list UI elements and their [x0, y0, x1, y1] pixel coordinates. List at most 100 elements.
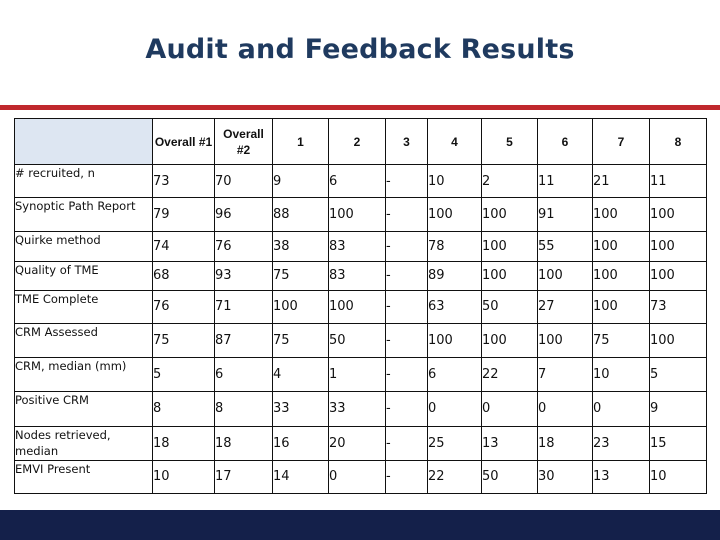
table-cell: 83 — [328, 260, 386, 291]
table-cell: 27 — [537, 289, 593, 324]
table-cell: 91 — [537, 197, 593, 233]
table-cell: 23 — [592, 425, 650, 461]
table-cell: 87 — [214, 322, 273, 359]
table-cell: 20 — [328, 425, 386, 461]
header-cell: Overall #2 — [214, 118, 273, 165]
table-cell: 100 — [537, 260, 593, 291]
row-label: Quality of TME — [14, 260, 153, 291]
table-row: Quality of TME 68 93 75 83-89 100 100 100 100 — [14, 260, 707, 291]
table-cell: - — [385, 425, 428, 461]
table-cell: 25 — [427, 425, 482, 461]
row-label: CRM Assessed — [14, 322, 153, 359]
footer-bar — [0, 510, 720, 540]
table-cell: 5 — [649, 357, 707, 393]
table-cell: - — [385, 197, 428, 233]
table-cell: 13 — [592, 459, 650, 495]
table-cell: 76 — [214, 231, 273, 262]
table-cell: 76 — [152, 289, 215, 324]
table-row: Nodes retrieved, median 18 18 16 20-25 13 18 23… — [14, 425, 707, 461]
table-cell: 74 — [152, 231, 215, 262]
table-row: TME Complete 76 71 100 100-63 50 27 100 73 — [14, 289, 707, 324]
table-cell: 83 — [328, 231, 386, 262]
header-cell: 6 — [537, 118, 593, 165]
table-cell: 10 — [152, 459, 215, 495]
table-cell: 15 — [649, 425, 707, 461]
table-cell: 1 — [328, 357, 386, 393]
table-cell: 10 — [649, 459, 707, 495]
table-cell: 63 — [427, 289, 482, 324]
table-cell: 5 — [152, 357, 215, 393]
table-cell: 96 — [214, 197, 273, 233]
table-cell: 75 — [272, 260, 329, 291]
table-cell: 14 — [272, 459, 329, 495]
table-cell: 0 — [537, 391, 593, 427]
table-cell: 0 — [481, 391, 538, 427]
table-cell: 50 — [481, 289, 538, 324]
title-divider — [0, 105, 720, 110]
header-cell: 5 — [481, 118, 538, 165]
table-cell: 79 — [152, 197, 215, 233]
table-cell: 16 — [272, 425, 329, 461]
table-cell: 18 — [152, 425, 215, 461]
row-label: Quirke method — [14, 231, 153, 262]
table-cell: 10 — [427, 163, 482, 199]
table-cell: 100 — [427, 197, 482, 233]
header-cell: 7 — [592, 118, 650, 165]
table-cell: - — [385, 322, 428, 359]
table-cell: 100 — [649, 322, 707, 359]
table-cell: 100 — [481, 260, 538, 291]
table-cell: 0 — [592, 391, 650, 427]
table-cell: 100 — [592, 231, 650, 262]
table-cell: 7 — [537, 357, 593, 393]
table-cell: 30 — [537, 459, 593, 495]
table-cell: 6 — [328, 163, 386, 199]
table-cell: 11 — [537, 163, 593, 199]
table-cell: 78 — [427, 231, 482, 262]
table-cell: 73 — [152, 163, 215, 199]
table-cell: 71 — [214, 289, 273, 324]
table-cell: 68 — [152, 260, 215, 291]
table-cell: 88 — [272, 197, 329, 233]
row-label: TME Complete — [14, 289, 153, 324]
header-cell: Overall #1 — [152, 118, 215, 165]
table-cell: 33 — [328, 391, 386, 427]
slide-title: Audit and Feedback Results — [145, 34, 575, 65]
table-cell: - — [385, 459, 428, 495]
table-cell: 100 — [592, 197, 650, 233]
table-cell: - — [385, 391, 428, 427]
table-cell: - — [385, 231, 428, 262]
table-cell: 2 — [481, 163, 538, 199]
table-cell: 100 — [427, 322, 482, 359]
table-cell: 100 — [592, 289, 650, 324]
table-cell: - — [385, 289, 428, 324]
table-cell: 50 — [328, 322, 386, 359]
table-cell: 17 — [214, 459, 273, 495]
table-row: Quirke method 74 76 38 83-78 100 55 100 100 — [14, 231, 707, 262]
table-cell: 100 — [649, 260, 707, 291]
table-cell: 6 — [427, 357, 482, 393]
table-cell: 50 — [481, 459, 538, 495]
table-cell: - — [385, 260, 428, 291]
row-label: CRM, median (mm) — [14, 357, 153, 393]
table-cell: 100 — [592, 260, 650, 291]
table-cell: 8 — [152, 391, 215, 427]
table-cell: 11 — [649, 163, 707, 199]
table-body: # recruited, n 73 70 9 6-10 2 11 21 11 Synoptic P… — [14, 163, 707, 495]
table-cell: 75 — [592, 322, 650, 359]
table-cell: 100 — [481, 322, 538, 359]
table-cell: 10 — [592, 357, 650, 393]
table-cell: 38 — [272, 231, 329, 262]
header-cell: 4 — [427, 118, 482, 165]
table-row: Synoptic Path Report 79 96 88 100-100 100 91 10… — [14, 197, 707, 233]
table-row: Positive CRM 8 8 33 33-0 0 0 0 9 — [14, 391, 707, 427]
table-cell: 6 — [214, 357, 273, 393]
table-cell: 8 — [214, 391, 273, 427]
table-cell: 100 — [328, 289, 386, 324]
table-cell: 22 — [427, 459, 482, 495]
table-cell: 70 — [214, 163, 273, 199]
row-label: Synoptic Path Report — [14, 197, 153, 233]
row-label: # recruited, n — [14, 163, 153, 199]
header-corner-cell — [14, 118, 153, 165]
table-cell: 89 — [427, 260, 482, 291]
table-cell: 75 — [272, 322, 329, 359]
